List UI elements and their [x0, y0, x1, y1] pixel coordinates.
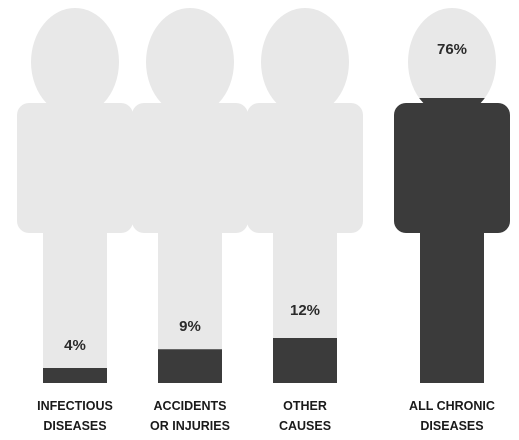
figure-accidents-or-injuries: 9% ACCIDENTS OR INJURIES: [132, 8, 248, 433]
figure-other-causes: 12% OTHER CAUSES: [247, 8, 363, 433]
category-label-accidents-or-injuries-line-1: ACCIDENTS: [154, 399, 227, 413]
category-label-accidents-or-injuries-line-2: OR INJURIES: [150, 419, 230, 433]
figure-silhouette: [17, 8, 133, 383]
category-label-all-chronic-diseases-line-2: DISEASES: [420, 419, 483, 433]
bar-fill-all-chronic-diseases: [394, 98, 510, 383]
category-label-infectious-diseases-line-2: DISEASES: [43, 419, 106, 433]
category-label-other-causes-line-2: CAUSES: [279, 419, 331, 433]
category-label-all-chronic-diseases-line-1: ALL CHRONIC: [409, 399, 495, 413]
value-label-all-chronic-diseases: 76%: [437, 41, 467, 58]
bar-fill-other-causes: [247, 338, 363, 383]
category-label-other-causes-line-1: OTHER: [283, 399, 327, 413]
figure-all-chronic-diseases: 76% ALL CHRONIC DISEASES: [394, 8, 510, 433]
figure-silhouette: [247, 8, 363, 383]
value-label-infectious-diseases: 4%: [64, 337, 86, 354]
figures-group: 4% INFECTIOUS DISEASES 9% ACCIDENTS OR INJURI…: [17, 8, 510, 433]
category-label-infectious-diseases-line-1: INFECTIOUS: [37, 399, 113, 413]
value-label-other-causes: 12%: [290, 302, 320, 319]
bar-fill-accidents-or-injuries: [132, 349, 248, 383]
figure-infectious-diseases: 4% INFECTIOUS DISEASES: [17, 8, 133, 433]
value-label-accidents-or-injuries: 9%: [179, 318, 201, 335]
bar-fill-infectious-diseases: [17, 368, 133, 383]
